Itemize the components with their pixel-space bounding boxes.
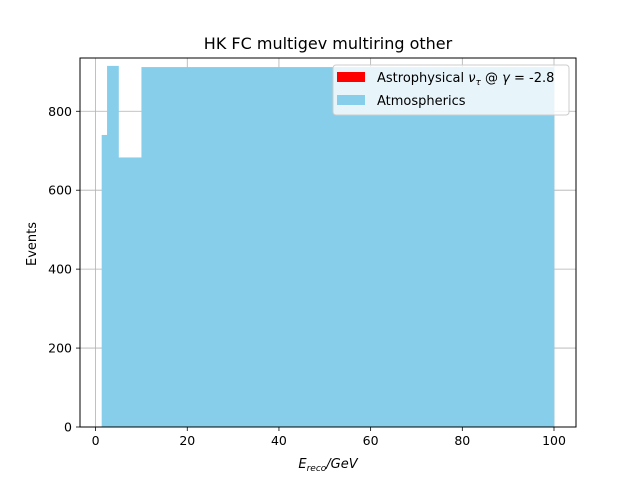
legend-frame: [332, 64, 570, 116]
y-axis-label: Events: [25, 222, 40, 266]
x-axis-label: Ereco/GeV: [298, 457, 358, 474]
x-tick-label: 0: [92, 433, 100, 448]
x-axis-label-sub: reco: [307, 464, 327, 474]
chart-title: HK FC multigev multiring other: [204, 34, 453, 53]
x-tick-label: 100: [542, 433, 566, 448]
y-tick-label: 400: [48, 262, 72, 277]
x-tick-label: 20: [179, 433, 195, 448]
y-tick-label: 600: [48, 183, 72, 198]
legend-astro-prefix: Astrophysical: [377, 71, 468, 86]
x-axis-label-suffix: /GeV: [325, 457, 358, 472]
legend-astro-gamma: γ: [502, 71, 511, 86]
histogram-bar-atmospherics: [118, 157, 142, 428]
x-tick-label: 40: [271, 433, 287, 448]
histogram-bar-atmospherics: [107, 65, 119, 427]
axes: 0 20 40 60 80 100 0 200 400 600 800: [48, 57, 577, 448]
y-tick-label: 0: [64, 420, 72, 435]
legend-astro-mid: @: [481, 71, 502, 86]
x-axis-label-main: E: [298, 457, 307, 472]
plot-frame: [79, 57, 577, 428]
legend-swatch-atmospherics: [337, 95, 365, 105]
x-tick-label: 80: [454, 433, 470, 448]
histogram-bar-atmospherics: [141, 67, 555, 428]
legend-astro-eq: =: [510, 71, 529, 86]
histogram-bars: [101, 65, 555, 428]
x-tick-label: 60: [363, 433, 379, 448]
y-tick-label: 200: [48, 341, 72, 356]
legend-label-astrophysical: Astrophysical ντ @ γ = -2.8: [377, 71, 554, 88]
legend-label-atmospherics: Atmospherics: [377, 94, 466, 109]
legend-astro-value: -2.8: [529, 71, 554, 86]
legend-astro-nu: ν: [468, 71, 475, 86]
histogram-bar-atmospherics: [101, 134, 108, 427]
legend: Astrophysical ντ @ γ = -2.8 Atmospherics: [332, 64, 570, 116]
legend-swatch-astrophysical: [337, 72, 365, 82]
y-tick-label: 800: [48, 104, 72, 119]
legend-astro-nu-sub: τ: [475, 78, 481, 88]
